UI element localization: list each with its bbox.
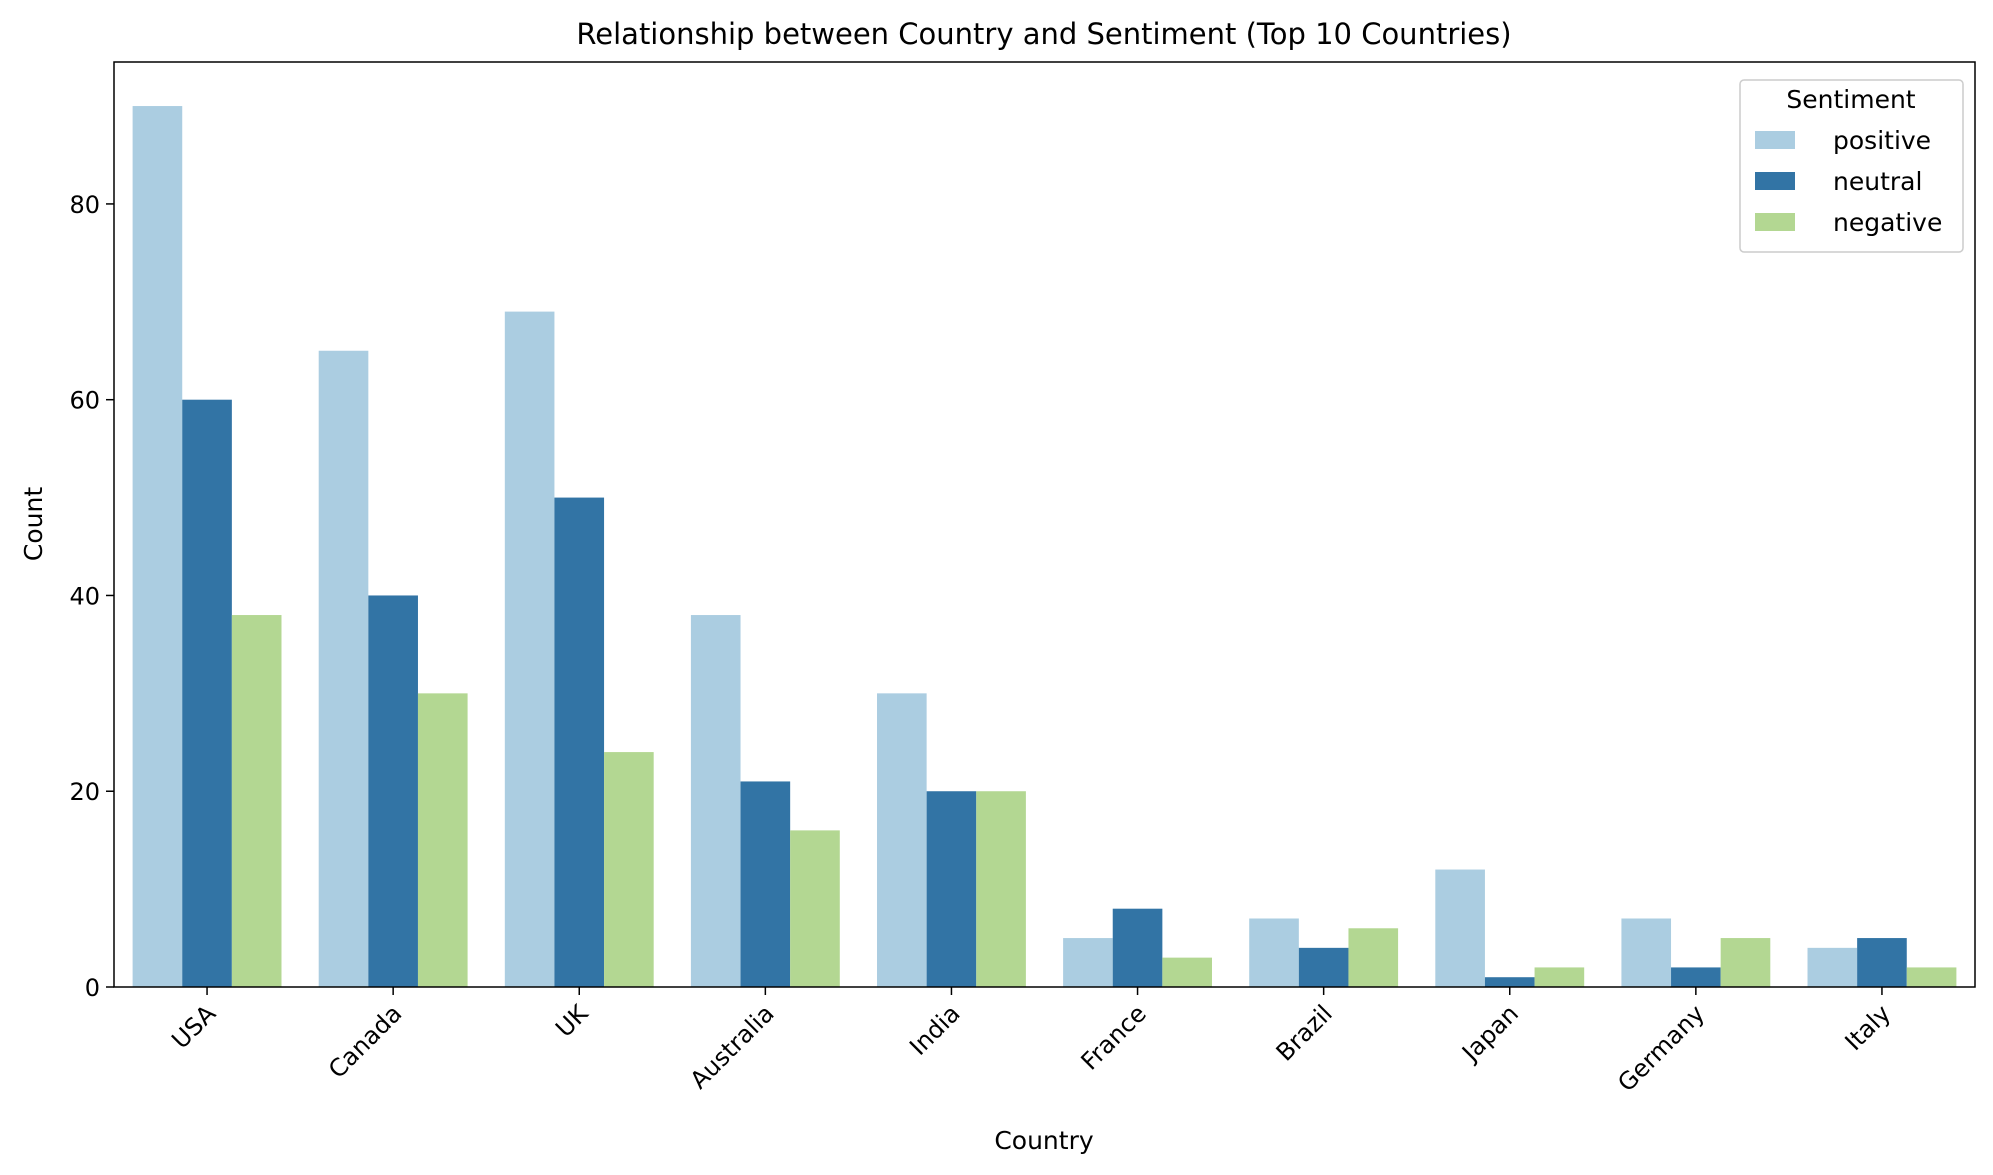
bar-negative-brazil <box>1348 928 1399 987</box>
bar-neutral-australia <box>740 781 791 987</box>
bar-neutral-italy <box>1857 938 1907 987</box>
y-tick-label: 80 <box>69 191 100 219</box>
bar-negative-canada <box>417 693 468 987</box>
bar-neutral-japan <box>1484 977 1535 987</box>
x-tick-label: UK <box>550 999 594 1043</box>
y-tick-label: 40 <box>69 582 100 610</box>
x-tick-label: India <box>904 999 965 1060</box>
x-tick-label: Canada <box>323 999 407 1083</box>
bar-neutral-brazil <box>1298 947 1349 987</box>
legend-swatch-negative <box>1755 213 1795 231</box>
x-tick-label: France <box>1076 999 1152 1075</box>
bar-neutral-germany <box>1671 967 1721 987</box>
bar-positive-canada <box>318 350 369 988</box>
bar-positive-india <box>877 693 927 987</box>
x-tick-label: Japan <box>1455 999 1524 1068</box>
x-tick-label: USA <box>166 999 221 1054</box>
y-tick-label: 0 <box>85 974 100 1002</box>
y-axis-label: Count <box>19 487 48 561</box>
bar-neutral-canada <box>368 595 418 987</box>
bar-negative-australia <box>790 830 840 987</box>
x-tick-label: Australia <box>685 999 780 1094</box>
legend-title: Sentiment <box>1786 85 1915 114</box>
legend-swatch-positive <box>1755 131 1795 149</box>
bar-positive-france <box>1063 938 1113 987</box>
legend: Sentiment positive neutral negative <box>1739 79 1964 253</box>
bar-negative-france <box>1162 957 1212 987</box>
x-axis-label: Country <box>994 1126 1094 1155</box>
legend-items: positive neutral negative <box>1755 126 1942 237</box>
bar-negative-germany <box>1720 938 1771 987</box>
y-axis: 0 20 40 60 80 <box>69 191 114 1002</box>
bar-positive-brazil <box>1249 918 1299 987</box>
bar-negative-usa <box>231 615 282 987</box>
legend-label-negative: negative <box>1833 208 1942 237</box>
x-tick-label: Germany <box>1612 999 1710 1097</box>
bar-positive-italy <box>1807 947 1858 987</box>
bar-negative-japan <box>1534 967 1585 987</box>
chart-title: Relationship between Country and Sentime… <box>576 17 1511 51</box>
bar-neutral-usa <box>182 399 232 987</box>
x-tick-label: Italy <box>1840 999 1897 1056</box>
x-tick-label: Brazil <box>1271 999 1338 1066</box>
plot-frame <box>113 61 1976 988</box>
bar-negative-india <box>976 791 1026 987</box>
legend-label-neutral: neutral <box>1833 167 1922 196</box>
bar-positive-usa <box>132 106 183 988</box>
y-tick-label: 20 <box>69 778 100 806</box>
bar-neutral-uk <box>554 497 605 987</box>
bar-neutral-india <box>926 791 977 987</box>
bar-negative-uk <box>604 752 654 987</box>
bar-positive-australia <box>690 615 741 987</box>
legend-label-positive: positive <box>1833 126 1931 155</box>
bars <box>132 106 1957 988</box>
legend-swatch-neutral <box>1755 172 1795 190</box>
bar-positive-japan <box>1435 869 1485 987</box>
x-axis: USA Canada UK Australia India France Brazil Jap… <box>166 987 1896 1097</box>
bar-positive-germany <box>1621 918 1672 987</box>
legend-box <box>1739 79 1964 253</box>
bar-neutral-france <box>1112 908 1163 987</box>
bar-positive-uk <box>504 311 555 988</box>
bar-negative-italy <box>1906 967 1957 987</box>
y-tick-label: 60 <box>69 387 100 415</box>
